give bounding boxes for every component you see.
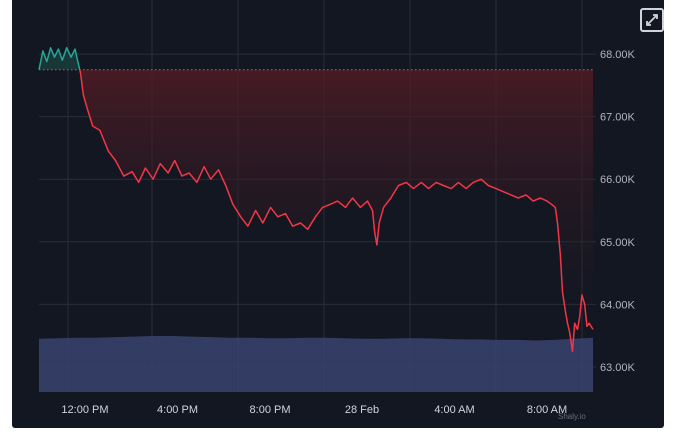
expand-button[interactable] <box>640 8 664 32</box>
y-tick-label-2: 66.00K <box>600 174 636 186</box>
x-tick-label-1: 4:00 PM <box>157 404 198 416</box>
chart-panel: 68.00K 67.00K 66.00K 65.00K 64.00K 63.00K 12:… <box>12 0 664 428</box>
x-tick-label-4: 4:00 AM <box>434 404 474 416</box>
price-area-fill <box>39 47 593 352</box>
volume-area <box>39 336 593 392</box>
y-axis: 68.00K 67.00K 66.00K 65.00K 64.00K 63.00K <box>600 49 636 374</box>
fill-below-reference <box>39 69 593 352</box>
volume-area-shape <box>39 336 593 392</box>
chart: 68.00K 67.00K 66.00K 65.00K 64.00K 63.00K 12:… <box>38 0 636 416</box>
x-axis: 12:00 PM 4:00 PM 8:00 PM 28 Feb 4:00 AM 8:00 … <box>61 404 567 416</box>
price-line-below <box>39 69 594 353</box>
y-tick-label-0: 68.00K <box>600 49 636 61</box>
y-tick-label-1: 67.00K <box>600 112 636 124</box>
y-tick-label-4: 64.00K <box>600 299 636 311</box>
expand-icon <box>646 14 658 26</box>
x-tick-label-2: 8:00 PM <box>250 404 291 416</box>
price-line <box>38 47 594 353</box>
y-tick-label-3: 65.00K <box>600 237 636 249</box>
x-tick-label-3: 28 Feb <box>345 404 379 416</box>
x-tick-label-0: 12:00 PM <box>61 404 108 416</box>
x-tick-label-5: 8:00 AM <box>527 404 567 416</box>
y-tick-label-5: 63.00K <box>600 362 636 374</box>
watermark: Shaly.io <box>558 412 586 421</box>
